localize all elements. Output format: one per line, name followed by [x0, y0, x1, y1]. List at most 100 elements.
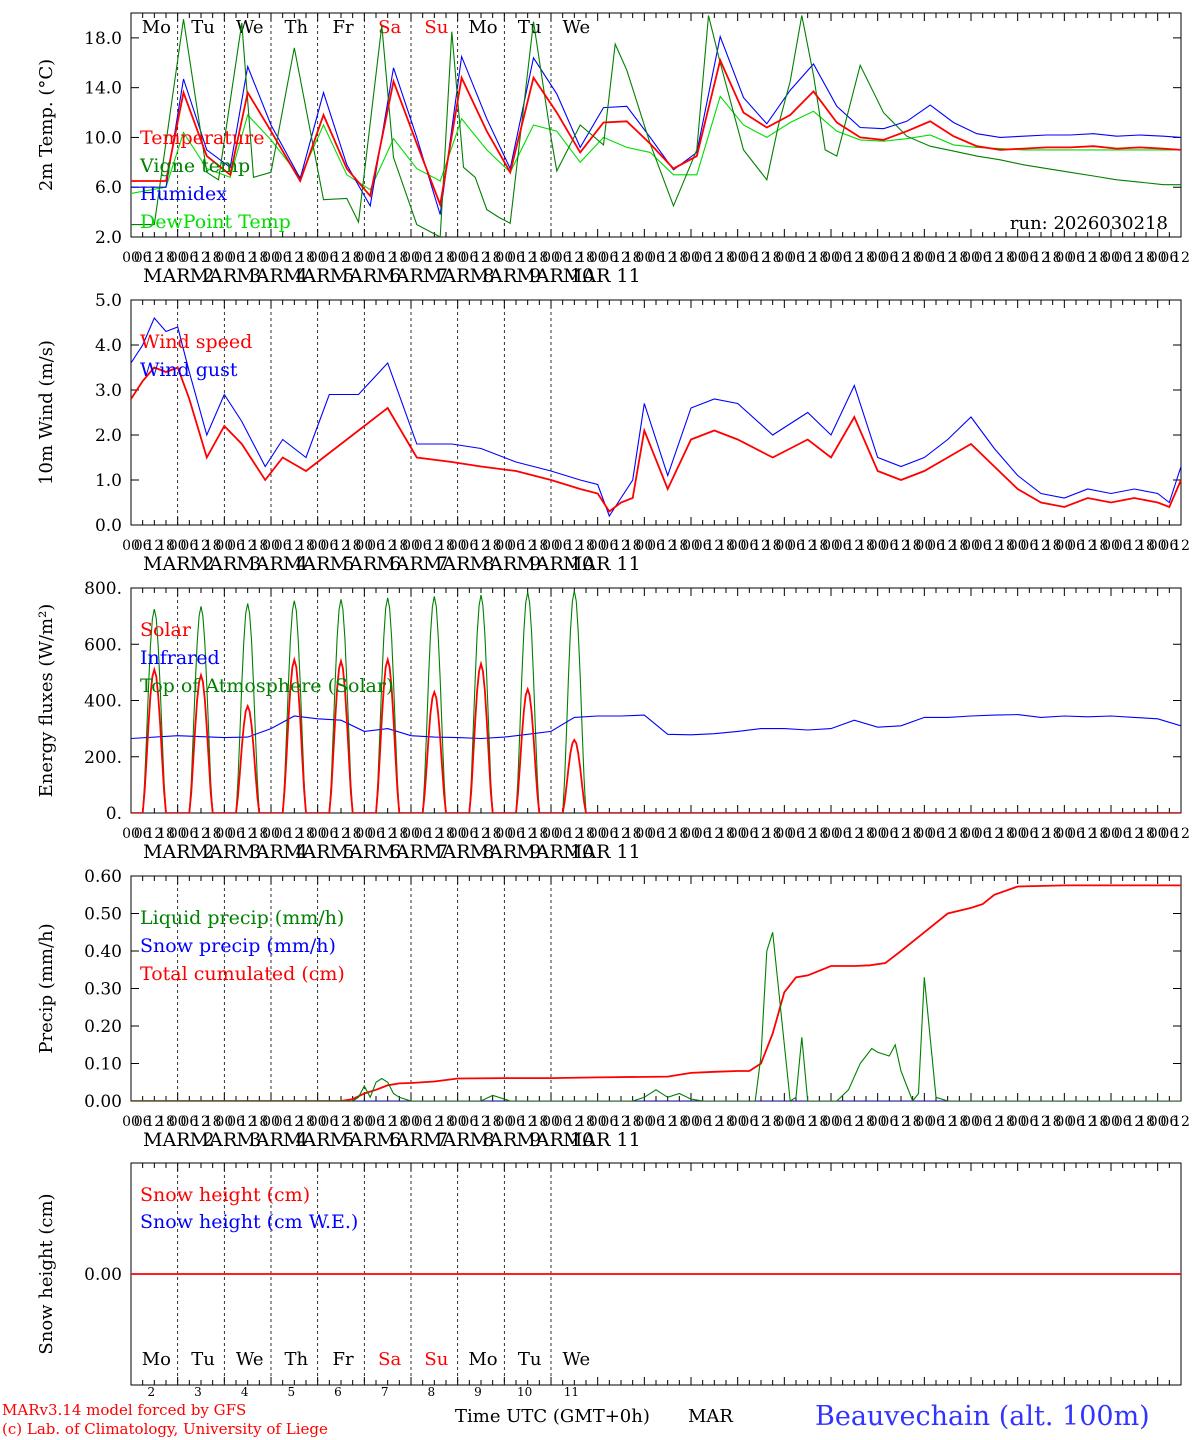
x-hour-label: 18 [810, 826, 828, 842]
series-line-wind-speed [131, 366, 1181, 513]
x-hour-label: 06 [787, 538, 805, 554]
date-label: MAR 10 [516, 1129, 594, 1151]
x-hour-label: 06 [367, 826, 385, 842]
legend-entry: Top of Atmosphere (Solar) [140, 675, 393, 697]
x-hour-label: 06 [880, 538, 898, 554]
x-hour-label: 06 [927, 1114, 945, 1130]
weekday-label: Su [424, 17, 448, 38]
date-label: MAR 9 [470, 1129, 542, 1151]
x-hour-label: 12 [332, 250, 350, 266]
model-credit-line1: MARv3.14 model forced by GFS [2, 1401, 247, 1419]
x-hour-label: 12 [659, 538, 677, 554]
date-label: MAR 4 [236, 265, 308, 287]
x-hour-label: 06 [180, 1114, 198, 1130]
x-hour-label: 00 [1149, 826, 1167, 842]
x-hour-label: 06 [740, 538, 758, 554]
x-hour-label: 12 [752, 826, 770, 842]
series-line-vigne-temp [131, 15, 1181, 237]
x-hour-label: 18 [484, 538, 502, 554]
date-label: MAR 7 [376, 841, 448, 863]
x-hour-label: 12 [1125, 826, 1143, 842]
x-hour-label: 06 [787, 250, 805, 266]
plot-frame [130, 587, 1182, 814]
y-tick-label: 0.0 [95, 516, 122, 536]
x-hour-label: 12 [892, 826, 910, 842]
x-hour-label: 06 [694, 250, 712, 266]
x-hour-label: 06 [974, 250, 992, 266]
x-hour-label: 18 [717, 826, 735, 842]
x-hour-label: 18 [857, 250, 875, 266]
x-hour-label: 18 [624, 538, 642, 554]
x-hour-label: 00 [775, 826, 793, 842]
x-hour-label: 18 [297, 826, 315, 842]
x-hour-label: 12 [379, 1114, 397, 1130]
x-hour-label: 00 [495, 538, 513, 554]
x-hour-label: 00 [682, 250, 700, 266]
x-hour-label: 06 [740, 1114, 758, 1130]
x-hour-label: 12 [565, 826, 583, 842]
date-label: MAR 8 [423, 265, 495, 287]
x-hour-label: 00 [1149, 538, 1167, 554]
x-hour-label: 18 [484, 1114, 502, 1130]
x-hour-label: 12 [425, 250, 443, 266]
x-hour-label: 18 [810, 250, 828, 266]
run-label: run: 2026030218 [1010, 213, 1168, 234]
x-hour-label: 00 [635, 826, 653, 842]
x-hour-label: 06 [367, 250, 385, 266]
x-hour-label: 06 [1020, 250, 1038, 266]
x-hour-label: 00 [449, 250, 467, 266]
x-hour-label: 18 [904, 250, 922, 266]
x-hour-label: 12 [379, 250, 397, 266]
x-hour-label: 00 [542, 1114, 560, 1130]
x-hour-label: 06 [227, 1114, 245, 1130]
weekday-label: We [236, 1349, 264, 1370]
x-hour-label: 06 [927, 538, 945, 554]
x-hour-label: 12 [519, 1114, 537, 1130]
x-hour-label: 12 [845, 250, 863, 266]
date-label: MAR 3 [190, 1129, 262, 1151]
x-hour-label: 06 [554, 826, 572, 842]
x-hour-label: 06 [274, 538, 292, 554]
y-axis-label: Precip (mm/h) [36, 923, 57, 1053]
x-hour-label: 18 [670, 1114, 688, 1130]
x-hour-label: 06 [460, 250, 478, 266]
x-hour-label: 12 [1032, 826, 1050, 842]
x-hour-label: 00 [729, 826, 747, 842]
date-label: MAR 5 [283, 553, 355, 575]
x-hour-label: 12 [939, 1114, 957, 1130]
date-label: MAR 4 [236, 841, 308, 863]
x-hour-label: 18 [204, 1114, 222, 1130]
x-hour-label: 12 [425, 538, 443, 554]
x-hour-label: 12 [612, 250, 630, 266]
x-hour-label: 06 [320, 1114, 338, 1130]
x-hour-label: 18 [950, 250, 968, 266]
weekday-label: Th [285, 17, 309, 38]
series-line-temperature [131, 57, 1181, 208]
date-label: MAR 3 [190, 841, 262, 863]
x-hour-label: 06 [1020, 826, 1038, 842]
x-hour-label: 18 [157, 250, 175, 266]
x-hour-label: 00 [682, 538, 700, 554]
x-hour-label: 00 [309, 250, 327, 266]
x-hour-label: 18 [344, 1114, 362, 1130]
x-hour-label: 12 [799, 538, 817, 554]
x-hour-label: 06 [974, 1114, 992, 1130]
x-hour-label: 00 [355, 826, 373, 842]
x-hour-label: 00 [495, 250, 513, 266]
x-hour-label: 06 [180, 538, 198, 554]
x-hour-label: 00 [402, 250, 420, 266]
x-hour-label: 00 [402, 538, 420, 554]
x-hour-label: 12 [1172, 538, 1190, 554]
date-label: 4 [241, 1385, 249, 1399]
x-hour-label: 18 [344, 250, 362, 266]
weekday-label: Mo [142, 1349, 171, 1370]
date-label: MAR 8 [423, 841, 495, 863]
x-hour-label: 06 [647, 538, 665, 554]
x-hour-label: 12 [939, 826, 957, 842]
date-label: 2 [148, 1385, 156, 1399]
x-hour-label: 18 [717, 250, 735, 266]
x-hour-label: 00 [122, 538, 140, 554]
x-hour-label: 06 [694, 826, 712, 842]
x-hour-label: 00 [1102, 826, 1120, 842]
date-label: 7 [381, 1385, 389, 1399]
